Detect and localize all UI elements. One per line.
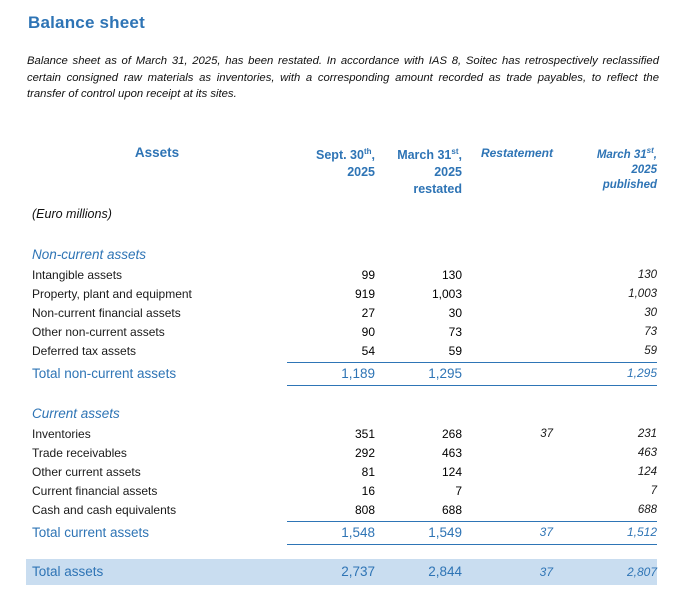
total-assets-label: Total assets (32, 564, 104, 580)
value-march31-published: 463 (637, 447, 657, 460)
row-label: Deferred tax assets (32, 344, 137, 359)
table-header-row: Assets Sept. 30th, 2025 March 31st, 2025… (27, 143, 657, 201)
value-march31-restated: 688 (441, 503, 462, 518)
column-header-restatement: Restatement (480, 145, 553, 160)
value-march31-restated: 2,844 (428, 564, 462, 580)
table-row: Other current assets 81 124 124 (27, 463, 657, 482)
value-march31-restated: 130 (441, 268, 462, 283)
value-march31-restated: 463 (441, 446, 462, 461)
value-march31-published: 73 (644, 326, 657, 339)
page-title: Balance sheet (28, 13, 145, 32)
value-march31-published: 1,003 (628, 288, 657, 301)
row-label: Other non-current assets (32, 325, 165, 340)
value-sept30: 2,737 (341, 564, 375, 580)
value-sept30: 1,189 (341, 365, 375, 381)
header-line-year: 2025 (347, 164, 375, 179)
table-row: Property, plant and equipment 919 1,003 … (27, 285, 657, 304)
row-label: Intangible assets (32, 268, 123, 283)
value-march31-published: 124 (637, 466, 657, 479)
table-row: Trade receivables 292 463 463 (27, 444, 657, 463)
value-march31-published: 688 (637, 504, 657, 517)
value-restatement: 37 (539, 564, 553, 579)
value-march31-restated: 7 (455, 484, 462, 499)
total-current-assets-row: Total current assets 1,548 1,549 37 1,51… (27, 520, 657, 545)
header-line-year: 2025 (631, 163, 657, 176)
header-line-year: 2025 (434, 164, 462, 179)
header-line-date: Sept. 30th, (316, 146, 375, 162)
balance-sheet-table: Assets Sept. 30th, 2025 March 31st, 2025… (26, 143, 657, 585)
table-row: Other non-current assets 90 73 73 (27, 323, 657, 342)
header-line-note: published (602, 178, 657, 191)
column-header-assets: Assets (134, 144, 180, 160)
superscript: st (646, 145, 654, 155)
value-restatement: 37 (539, 525, 553, 540)
value-sept30: 919 (354, 287, 375, 302)
value-sept30: 808 (354, 503, 375, 518)
total-row-values: 1,548 1,549 37 1,512 (287, 520, 657, 545)
value-march31-published: 30 (644, 307, 657, 320)
value-march31-restated: 30 (448, 306, 462, 321)
header-line-date: March 31st, (596, 145, 657, 161)
value-sept30: 292 (354, 446, 375, 461)
total-row-label: Total current assets (32, 525, 150, 541)
value-march31-restated: 124 (441, 465, 462, 480)
row-label: Cash and cash equivalents (32, 503, 177, 518)
section-header-current-assets: Current assets (32, 405, 120, 421)
header-line-date: March 31st, (397, 146, 462, 162)
column-header-march31-published: March 31st, 2025 published (553, 143, 657, 193)
unit-label: (Euro millions) (32, 206, 112, 221)
value-sept30: 1,548 (341, 524, 375, 540)
value-march31-restated: 1,549 (428, 524, 462, 540)
superscript: st (451, 146, 459, 156)
header-line-note: restated (413, 181, 462, 196)
value-sept30: 27 (361, 306, 375, 321)
row-label: Property, plant and equipment (32, 287, 192, 302)
value-march31-restated: 59 (448, 344, 462, 359)
table-row: Current financial assets 16 7 7 (27, 482, 657, 501)
value-march31-published: 2,807 (626, 564, 657, 579)
value-march31-restated: 73 (448, 325, 462, 340)
value-march31-published: 1,512 (626, 525, 657, 540)
restatement-note: Balance sheet as of March 31, 2025, has … (27, 55, 659, 101)
superscript: th (363, 146, 372, 156)
value-sept30: 54 (361, 344, 375, 359)
value-march31-published: 130 (637, 269, 657, 282)
value-march31-published: 59 (644, 345, 657, 358)
column-header-march31-restated: March 31st, 2025 restated (375, 143, 462, 198)
row-label: Non-current financial assets (32, 306, 181, 321)
table-row: Cash and cash equivalents 808 688 688 (27, 501, 657, 520)
value-march31-restated: 268 (441, 427, 462, 442)
value-sept30: 16 (361, 484, 375, 499)
table-row: Non-current financial assets 27 30 30 (27, 304, 657, 323)
value-sept30: 351 (354, 427, 375, 442)
total-row-values: 1,189 1,295 1,295 (287, 361, 657, 386)
row-label: Inventories (32, 427, 91, 442)
value-restatement: 37 (540, 428, 553, 441)
value-march31-restated: 1,295 (428, 365, 462, 381)
table-row: Inventories 351 268 37 231 (27, 425, 657, 444)
value-sept30: 90 (361, 325, 375, 340)
total-non-current-assets-row: Total non-current assets 1,189 1,295 1,2… (27, 361, 657, 386)
column-header-sept30: Sept. 30th, 2025 (287, 143, 375, 181)
table-row: Intangible assets 99 130 130 (27, 266, 657, 285)
row-label: Other current assets (32, 465, 141, 480)
table-row: Deferred tax assets 54 59 59 (27, 342, 657, 361)
section-header-non-current-assets: Non-current assets (32, 246, 147, 262)
value-sept30: 99 (361, 268, 375, 283)
value-march31-published: 231 (637, 428, 657, 441)
row-label: Trade receivables (32, 446, 127, 461)
row-label: Current financial assets (32, 484, 158, 499)
value-march31-published: 7 (650, 485, 657, 498)
total-row-label: Total non-current assets (32, 366, 177, 382)
value-march31-restated: 1,003 (431, 287, 462, 302)
value-sept30: 81 (361, 465, 375, 480)
total-assets-row: Total assets 2,737 2,844 37 2,807 (26, 558, 657, 585)
value-march31-published: 1,295 (626, 366, 657, 381)
